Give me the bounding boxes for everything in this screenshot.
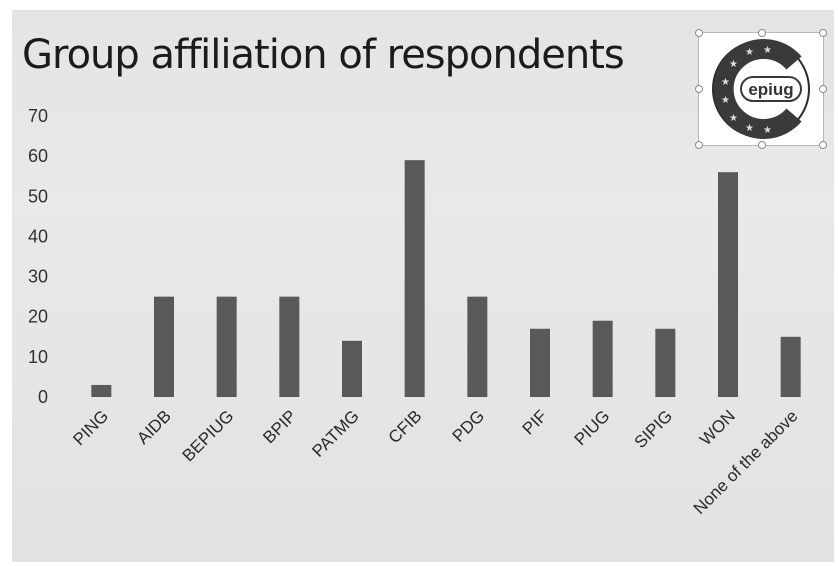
y-tick-label: 0 [38, 387, 48, 407]
bar [530, 328, 550, 397]
x-tick-label: BEPIUG [179, 406, 238, 465]
bar [342, 340, 362, 397]
resize-handle[interactable] [819, 141, 827, 149]
svg-text:★: ★ [763, 125, 772, 136]
x-tick-label: PIUG [571, 406, 614, 449]
logo[interactable]: ★ ★ ★ ★ ★ ★ ★ ★ epiug [695, 29, 827, 149]
x-tick-label: PING [69, 406, 112, 449]
bar [655, 328, 676, 397]
y-tick-label: 70 [28, 106, 48, 126]
x-tick-label: CFIB [385, 406, 426, 447]
bar [592, 320, 613, 397]
resize-handle[interactable] [695, 141, 703, 149]
bar-chart: 0 10 20 30 40 50 60 70 PING AIDB BEPIUG BPIP PATMG CF… [28, 106, 802, 518]
logo-wordmark: epiug [748, 80, 793, 99]
svg-text:★: ★ [729, 113, 738, 124]
svg-text:★: ★ [745, 123, 754, 134]
y-tick-label: 20 [28, 307, 48, 327]
x-tick-label: AIDB [133, 406, 174, 447]
y-tick-label: 50 [28, 186, 48, 206]
resize-handle[interactable] [695, 85, 703, 93]
x-tick-label: WON [696, 406, 739, 449]
x-tick-label: SIPIG [631, 406, 677, 452]
x-tick-label: PATMG [308, 406, 362, 460]
x-tick-label: PIF [519, 406, 551, 438]
svg-text:★: ★ [729, 59, 738, 70]
svg-text:★: ★ [721, 95, 730, 106]
bar [718, 172, 738, 397]
bar [404, 160, 425, 397]
slide: Group affiliation of respondents ★ ★ ★ ★ ★ ★… [12, 10, 834, 562]
bar [279, 296, 300, 397]
bar [467, 296, 488, 397]
epiug-logo-icon: ★ ★ ★ ★ ★ ★ ★ ★ epiug [712, 39, 810, 139]
y-tick-label: 40 [28, 226, 48, 246]
svg-text:★: ★ [745, 47, 754, 58]
y-tick-label: 30 [28, 267, 48, 287]
svg-text:★: ★ [763, 45, 772, 56]
resize-handle[interactable] [695, 29, 703, 37]
y-tick-label: 60 [28, 146, 48, 166]
bar [780, 336, 801, 397]
x-tick-label: PDG [449, 406, 488, 445]
resize-handle[interactable] [758, 29, 766, 37]
resize-handle[interactable] [819, 29, 827, 37]
resize-handle[interactable] [758, 141, 766, 149]
resize-handle[interactable] [819, 85, 827, 93]
bar [154, 296, 174, 397]
svg-text:★: ★ [721, 77, 730, 88]
bar [91, 384, 112, 397]
page-title: Group affiliation of respondents [22, 32, 625, 78]
y-tick-label: 10 [28, 347, 48, 367]
bar [216, 296, 237, 397]
x-tick-label: None of the above [690, 406, 802, 518]
x-tick-label: BPIP [259, 406, 300, 447]
